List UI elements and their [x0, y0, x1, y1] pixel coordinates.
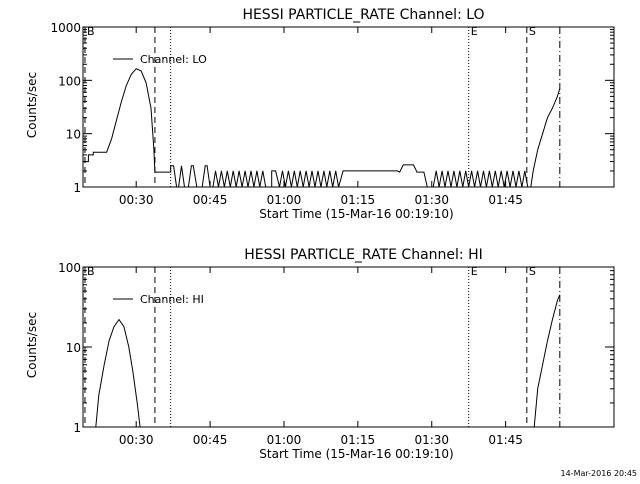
chart1-x-axis-label: Start Time (15-Mar-16 00:19:10)	[259, 207, 453, 221]
chart1-marker-label: B	[87, 25, 95, 38]
chart1-marker-label: E	[471, 25, 478, 38]
chart2-marker-label: S	[529, 265, 536, 278]
chart1-title: HESSI PARTICLE_RATE Channel: LO	[242, 7, 484, 23]
chart2-title: HESSI PARTICLE_RATE Channel: HI	[244, 247, 482, 263]
chart2-y-axis-label: Counts/sec	[25, 312, 39, 378]
chart2-plot-frame	[82, 266, 615, 428]
chart2-x-tick-label: 01:00	[267, 433, 302, 447]
chart2-x-tick-label: 00:45	[193, 433, 228, 447]
chart1-plot-frame	[82, 26, 615, 188]
chart1-x-tick-label: 00:45	[193, 193, 228, 207]
chart2-x-tick-label: 01:30	[414, 433, 449, 447]
chart2-y-tick-label: 1	[73, 421, 81, 435]
chart1-legend-label: Channel: LO	[140, 53, 207, 66]
chart2-x-tick-label: 01:45	[488, 433, 523, 447]
chart1-x-tick-label: 01:00	[267, 193, 302, 207]
chart1-y-tick-label: 1	[73, 181, 81, 195]
chart2-y-tick-label: 10	[66, 341, 81, 355]
chart1-x-tick-label: 01:30	[414, 193, 449, 207]
chart2-group: HESSI PARTICLE_RATE Channel: HI 00:30 00:4…	[25, 247, 615, 461]
chart1-y-tick-label: 100	[58, 74, 81, 88]
chart2-marker-label: B	[87, 265, 95, 278]
chart2-x-axis-label: Start Time (15-Mar-16 00:19:10)	[259, 447, 453, 461]
chart1-y-tick-label: 1000	[50, 21, 81, 35]
chart2-legend-label: Channel: HI	[140, 293, 204, 306]
chart2-x-tick-label: 01:15	[341, 433, 376, 447]
chart1-x-tick-label: 00:30	[119, 193, 154, 207]
chart2-series-line	[95, 318, 141, 428]
chart2-series-line	[533, 294, 561, 428]
chart1-x-tick-label: 01:45	[488, 193, 523, 207]
chart2-x-tick-label: 00:30	[119, 433, 154, 447]
chart2-y-tick-label: 100	[58, 261, 81, 275]
chart2-marker-label: E	[471, 265, 478, 278]
chart1-marker-label: S	[529, 25, 536, 38]
footer-timestamp: 14-Mar-2016 20:45	[561, 469, 638, 478]
chart1-y-axis-label: Counts/sec	[25, 72, 39, 138]
chart1-x-tick-label: 01:15	[341, 193, 376, 207]
chart1-group: HESSI PARTICLE_RATE Channel: LO 00:30 00:4…	[25, 7, 615, 221]
chart1-series-line	[83, 68, 561, 188]
chart1-y-tick-label: 10	[66, 128, 81, 142]
